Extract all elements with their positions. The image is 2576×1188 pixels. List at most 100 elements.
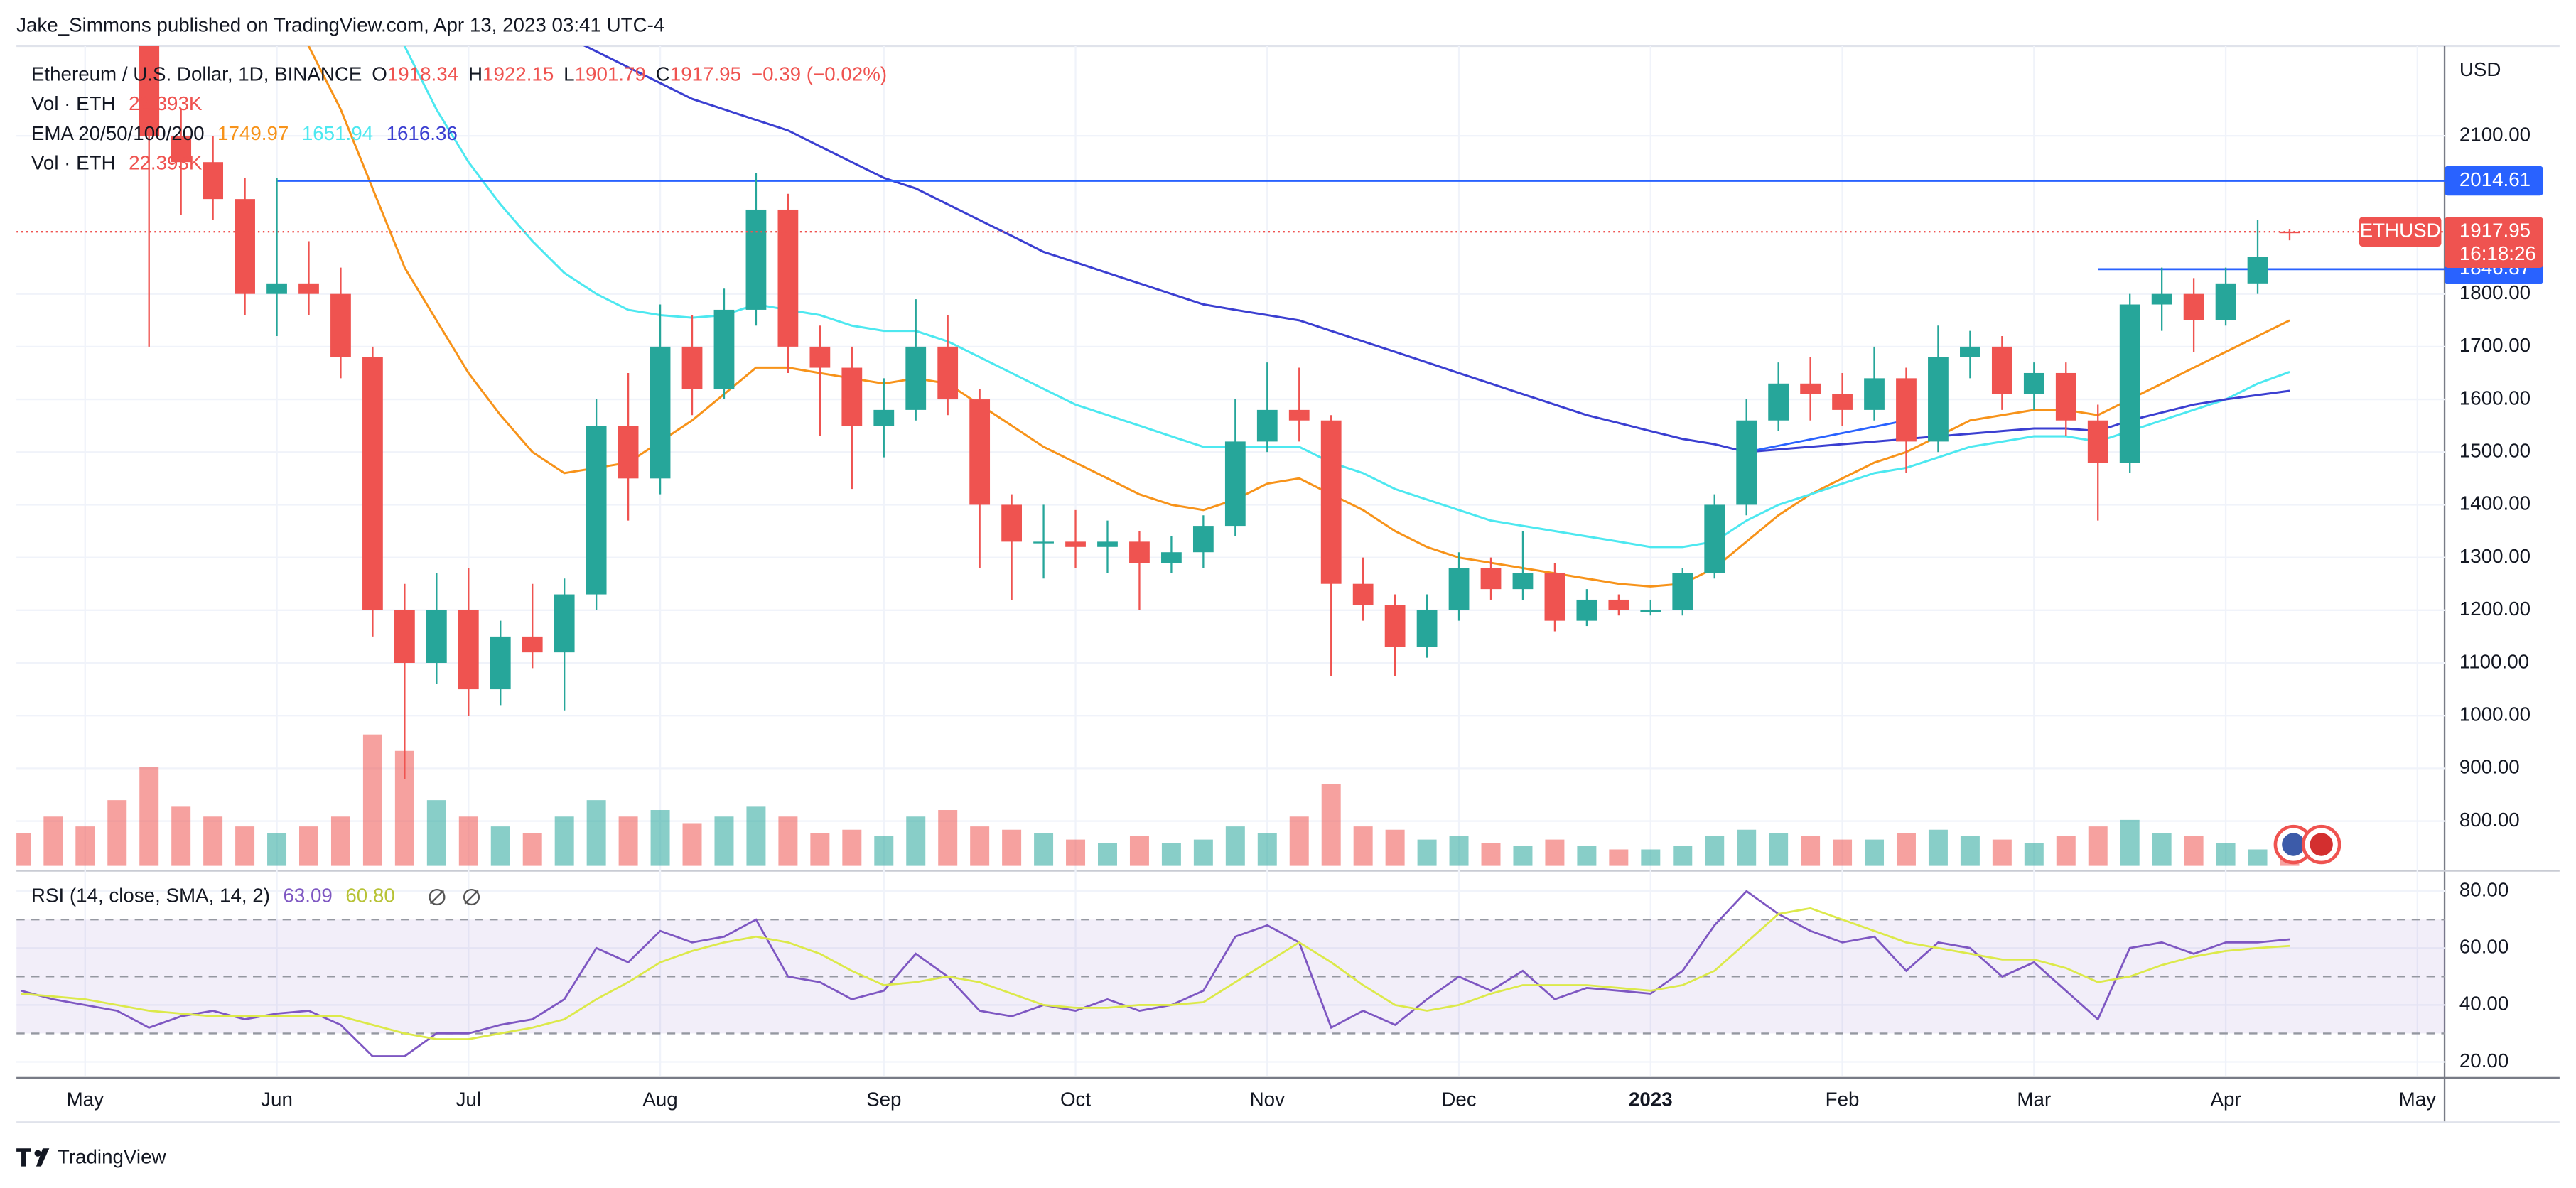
legend-main: Ethereum / U.S. Dollar, 1D, BINANCE O1918… [31,63,887,85]
rsi-sma-value: 60.80 [345,885,394,907]
candle-body [618,426,639,479]
x-tick-label: Feb [1826,1089,1860,1111]
candle-body [650,346,671,479]
candle-body [873,409,895,426]
legend: Ethereum / U.S. Dollar, 1D, BINANCE O1918… [31,63,887,907]
candle-body [1224,441,1246,526]
volume-bar [2216,843,2236,866]
candle-body [2119,304,2140,463]
candle-body [1864,378,1885,410]
volume-bar [1129,836,1149,866]
flag [2282,833,2305,856]
volume-title: Vol · ETH [31,93,116,115]
candle-body [2151,293,2172,305]
grid [16,45,2445,1076]
volume-bar [1801,836,1821,866]
volume-bar [330,816,350,866]
candle-body [554,594,575,653]
axes: May Jun Jul Aug Sep Oct Nov Dec 2023 Feb Mar Apr May… [67,123,2543,1111]
volume-bar [362,734,382,866]
candle-body [1033,541,1054,544]
volume-bar [810,833,830,866]
icon [464,890,479,904]
candle-body [1768,383,1789,421]
volume-bar [1737,829,1757,866]
x-tick-label: Nov [1250,1089,1285,1111]
volume-bar [714,816,734,866]
volume-bar [1002,829,1022,866]
prefix: C [656,63,670,85]
volume-bar [1577,846,1597,866]
x-tick-label: May [2399,1089,2437,1111]
candle-body [1576,599,1597,621]
ema-value: 1616.36 [387,122,458,144]
prefix: O [372,63,387,85]
candle-body [2247,256,2268,284]
ema-line [307,45,2290,588]
candle-body [522,636,543,653]
volume-bar [1609,849,1629,866]
volume-bar [682,823,702,866]
candle-body [139,45,160,136]
volume-bar [1417,839,1437,866]
candle-body [745,209,767,310]
low: 1901.79 [575,63,646,85]
rsi-title: RSI (14, close, SMA, 14, 2) [31,885,270,907]
rsi-value: 63.09 [283,885,332,907]
volume-bar [458,816,478,866]
candle-body [1352,583,1374,605]
candle-body [1097,541,1118,547]
candle-body [235,199,255,294]
candle-body [1704,504,1725,573]
candle-body [713,309,735,389]
close: 1917.95 [670,63,741,85]
legend-volume: Vol · ETH 22.393K [31,152,203,174]
volume-bar [267,833,287,866]
candle-body [1448,568,1470,610]
volume-bar [970,826,990,866]
volume-bar [1225,826,1245,866]
logo [34,1150,41,1157]
change: −0.39 (−0.02%) [751,63,887,85]
x-tick-label: Sep [866,1089,901,1111]
candle-body [1384,605,1406,647]
candle-body [330,293,351,357]
brand-name: TradingView [58,1145,167,1167]
candle-body [1991,346,2012,394]
legend-ema: EMA 20/50/100/200 1749.97 1651.94 1616.36 [31,122,458,144]
volume-bar [1193,839,1213,866]
y-tick-label: 900.00 [2459,756,2520,778]
y-tick-label: 80.00 [2459,879,2508,901]
candle-body [458,610,479,690]
y-tick-label: 20.00 [2459,1049,2508,1071]
volume-bar [2088,826,2108,866]
icon[interactable] [463,888,480,906]
candle-body [841,367,863,426]
volume-bar [618,816,638,866]
candle-body [1161,552,1182,563]
candle-body [586,426,607,595]
volume-bar [43,816,63,866]
volume-bar [2248,849,2268,866]
icon[interactable] [429,888,446,906]
icon [429,890,445,904]
candle-body [809,346,831,368]
volume-bar [107,800,127,866]
volume-bar [2056,836,2076,866]
ema-value: 1749.97 [217,122,289,144]
y-tick-label: 1000.00 [2459,703,2531,725]
flag [2310,833,2333,856]
legend-rsi: RSI (14, close, SMA, 14, 2) 63.09 60.80 [31,885,395,907]
volume-bar [2120,819,2140,866]
volume-bar [1545,839,1565,866]
volume-bar [938,810,958,866]
volume-bar [16,833,31,866]
candle-body [1928,357,1949,442]
y-tick-label: 1300.00 [2459,545,2531,567]
candle-body [362,357,383,610]
hidden-icons[interactable] [429,888,480,906]
volume-bar [299,826,318,866]
price-tag-label: 1917.95 [2459,220,2531,242]
candle-body [203,162,224,200]
